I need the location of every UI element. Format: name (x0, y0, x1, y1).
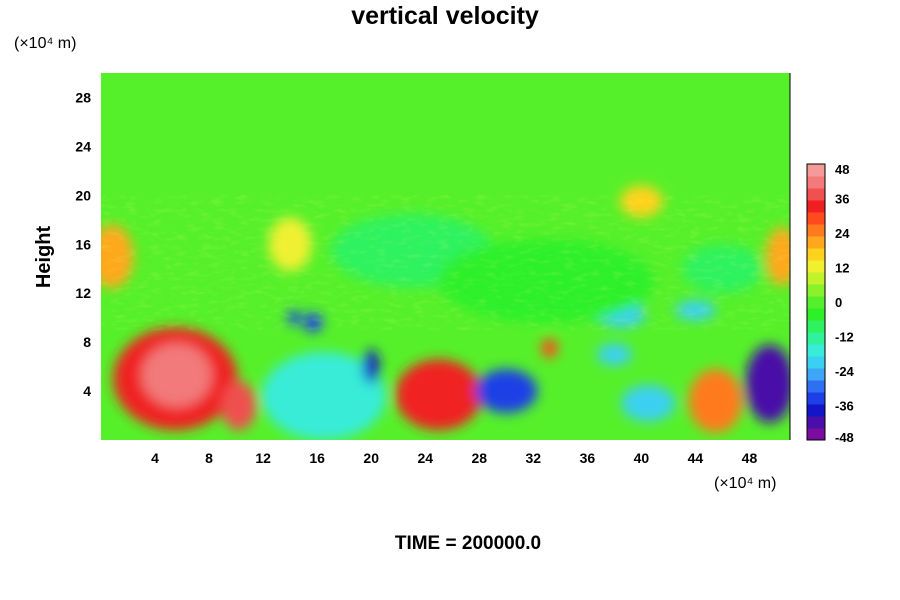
velocity-cell (261, 351, 387, 440)
colorbar-tick-label: -36 (835, 399, 854, 414)
velocity-cell (688, 369, 743, 433)
chart-title: vertical velocity (351, 2, 539, 30)
x-tick-label: 4 (151, 450, 159, 466)
colorbar-tick-label: 48 (835, 162, 849, 177)
x-axis-ticks: 4 8 12 16 20 24 28 32 36 40 44 48 (151, 450, 757, 466)
colorbar: 48 36 24 12 0 -12 -24 -36 -48 (806, 162, 855, 445)
colorbar-tick-label: 36 (835, 192, 849, 207)
colorbar-segment (807, 176, 825, 189)
colorbar-segment (807, 296, 825, 309)
velocity-cell (596, 343, 632, 366)
y-tick-label: 8 (83, 334, 91, 350)
x-axis-unit: (×10⁴ m) (714, 475, 776, 492)
time-annotation: TIME = 200000.0 (395, 533, 541, 554)
colorbar-tick-label: 12 (835, 261, 849, 276)
colorbar-segment (807, 200, 825, 213)
colorbar-segment (807, 404, 825, 417)
colorbar-segment (807, 188, 825, 201)
colorbar-segment (807, 332, 825, 345)
velocity-cell (745, 344, 790, 423)
colorbar-segment (807, 368, 825, 381)
y-tick-label: 16 (75, 236, 91, 252)
colorbar-tick-label: -12 (835, 330, 854, 345)
y-axis-unit: (×10⁴ m) (14, 35, 76, 52)
velocity-cell (621, 384, 676, 422)
velocity-cell (141, 343, 212, 407)
x-tick-label: 12 (255, 450, 271, 466)
x-tick-label: 36 (580, 450, 596, 466)
x-tick-label: 16 (309, 450, 325, 466)
velocity-cell (363, 349, 380, 384)
velocity-cell (541, 338, 558, 359)
colorbar-segment (807, 164, 825, 177)
x-tick-label: 20 (363, 450, 379, 466)
x-tick-label: 32 (526, 450, 542, 466)
colorbar-segment (807, 344, 825, 357)
colorbar-segment (807, 272, 825, 285)
x-tick-label: 28 (471, 450, 487, 466)
colorbar-segment (807, 260, 825, 273)
velocity-cell (475, 369, 538, 414)
colorbar-tick-label: 0 (835, 295, 842, 310)
y-tick-label: 28 (75, 89, 91, 105)
y-tick-label: 24 (75, 138, 91, 154)
y-axis-ticks: 4 8 12 16 20 24 28 (75, 89, 91, 399)
colorbar-segment (807, 320, 825, 333)
y-tick-label: 20 (75, 187, 91, 203)
velocity-cell (221, 381, 257, 431)
x-tick-label: 8 (205, 450, 213, 466)
colorbar-frame (806, 163, 826, 441)
colorbar-segment (807, 284, 825, 297)
velocity-cell (395, 359, 482, 431)
colorbar-tick-label: 24 (835, 226, 850, 241)
colorbar-segment (807, 308, 825, 321)
colorbar-tick-label: -24 (835, 364, 855, 379)
y-tick-label: 4 (83, 383, 91, 399)
colorbar-segment (807, 248, 825, 261)
colorbar-segment (807, 416, 825, 429)
colorbar-segment (807, 380, 825, 393)
colorbar-segment (807, 392, 825, 405)
x-tick-label: 44 (688, 450, 704, 466)
colorbar-tick-label: -48 (835, 430, 854, 445)
y-axis-label: Height (33, 226, 55, 289)
colorbar-segment (807, 428, 825, 441)
colorbar-segment (807, 236, 825, 249)
field-texture (101, 195, 790, 330)
colorbar-segment (807, 356, 825, 369)
colorbar-segment (807, 224, 825, 237)
x-tick-label: 48 (742, 450, 758, 466)
plot-area (101, 73, 791, 440)
x-tick-label: 40 (634, 450, 650, 466)
x-tick-label: 24 (417, 450, 433, 466)
y-tick-label: 12 (75, 285, 91, 301)
colorbar-segment (807, 212, 825, 225)
